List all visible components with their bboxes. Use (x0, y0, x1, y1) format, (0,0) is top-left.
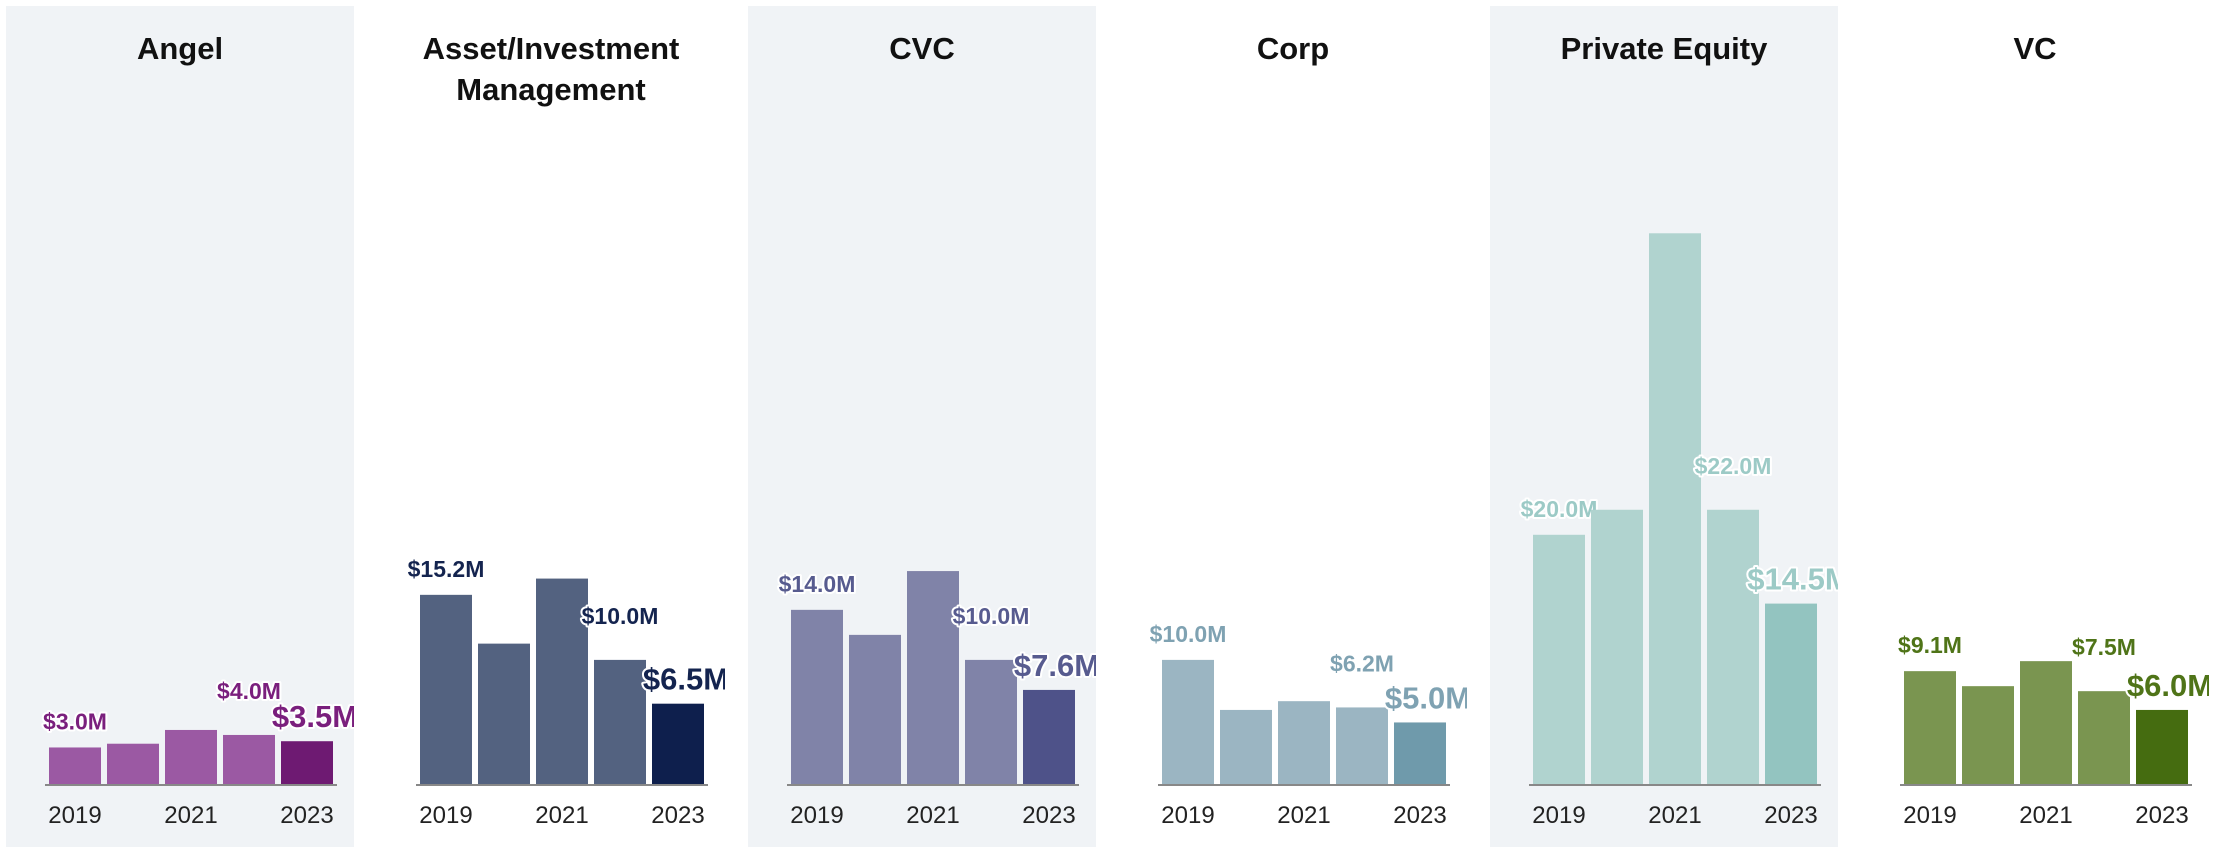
data-label: $20.0M (1521, 496, 1598, 522)
bar (965, 659, 1017, 785)
panel-title: Corp (1256, 31, 1330, 66)
bar (281, 741, 333, 785)
bar (536, 578, 588, 785)
bar (107, 743, 159, 785)
x-tick-label: 2023 (1022, 802, 1075, 829)
x-tick-label: 2019 (48, 802, 101, 829)
x-tick-label: 2019 (1161, 802, 1214, 829)
x-tick-label: 2021 (1648, 802, 1701, 829)
x-tick-label: 2019 (1903, 802, 1956, 829)
bar (791, 609, 843, 785)
data-label: $3.5M (272, 699, 354, 734)
panel: Corp 2019 $10.0M 2021 $6.2M 2023 $5.0M (1119, 6, 1467, 847)
panel-title: CVC (889, 31, 955, 66)
bar (1591, 509, 1643, 785)
data-label: $9.1M (1898, 632, 1962, 658)
x-tick-label: 2021 (535, 802, 588, 829)
bar (420, 594, 472, 785)
bar (2078, 691, 2130, 785)
bar (1162, 659, 1214, 785)
panel-title: Private Equity (1560, 31, 1768, 66)
bar (907, 571, 959, 785)
bar (1707, 509, 1759, 785)
x-tick-label: 2023 (2135, 802, 2188, 829)
data-label: $5.0M (1385, 680, 1467, 715)
x-tick-label: 2021 (1277, 802, 1330, 829)
bar (1278, 701, 1330, 785)
bar (1533, 534, 1585, 785)
bar (223, 734, 275, 785)
x-tick-label: 2021 (906, 802, 959, 829)
bar (165, 729, 217, 785)
bar (1023, 689, 1075, 785)
data-label: $7.6M (1014, 648, 1096, 683)
x-tick-label: 2019 (1532, 802, 1585, 829)
data-label: $6.2M (1330, 650, 1394, 676)
bar (1220, 709, 1272, 785)
panel: VC 2019 $9.1M 2021 $7.5M 2023 $6.0M (1861, 6, 2209, 847)
x-tick-label: 2023 (1764, 802, 1817, 829)
panel-title: Angel (136, 31, 224, 66)
chart: 2019 $9.1M 2021 $7.5M 2023 $6.0M (1896, 630, 2209, 829)
bar (1904, 671, 1956, 785)
data-label: $15.2M (408, 556, 485, 582)
x-tick-label: 2023 (280, 802, 333, 829)
chart: 2019 $14.0M 2021 $10.0M 2023 $7.6M (777, 569, 1096, 829)
chart: 2019 $3.0M 2021 $4.0M 2023 $3.5M (41, 676, 354, 829)
chart: 2019 $10.0M 2021 $6.2M 2023 $5.0M (1148, 619, 1467, 829)
panel: Asset/Investment Management 2019 $15.2M 202… (377, 6, 725, 847)
data-label: $10.0M (1150, 621, 1227, 647)
data-label: $7.5M (2072, 634, 2136, 660)
bar (594, 659, 646, 785)
data-label: $6.5M (643, 662, 725, 697)
bar (478, 643, 530, 785)
bar (2136, 709, 2188, 785)
bar (1765, 603, 1817, 785)
data-label: $10.0M (582, 603, 659, 629)
panel-title: VC (2013, 31, 2057, 66)
bar (1649, 233, 1701, 785)
bar (1394, 722, 1446, 785)
bar (1962, 686, 2014, 785)
data-label: $6.0M (2127, 668, 2209, 703)
chart: 2019 $20.0M 2021 $22.0M 2023 $14.5M (1519, 233, 1838, 829)
bar (2020, 661, 2072, 785)
data-label: $22.0M (1695, 453, 1772, 479)
bar (849, 634, 901, 785)
x-tick-label: 2023 (651, 802, 704, 829)
panel: CVC 2019 $14.0M 2021 $10.0M 2023 $7.6M (748, 6, 1096, 847)
chart: 2019 $15.2M 2021 $10.0M 2023 $6.5M (406, 554, 725, 829)
data-label: $4.0M (217, 678, 281, 704)
panel: Private Equity 2019 $20.0M 2021 $22.0M 2023 $1… (1490, 6, 1838, 847)
x-tick-label: 2019 (790, 802, 843, 829)
x-tick-label: 2021 (2019, 802, 2072, 829)
data-label: $10.0M (953, 603, 1030, 629)
data-label: $3.0M (43, 708, 107, 734)
data-label: $14.0M (779, 571, 856, 597)
x-tick-label: 2019 (419, 802, 472, 829)
panel: Angel 2019 $3.0M 2021 $4.0M 2023 $3.5M (6, 6, 354, 847)
bar (652, 703, 704, 785)
data-label: $14.5M (1747, 562, 1838, 597)
x-tick-label: 2021 (164, 802, 217, 829)
bar (49, 747, 101, 785)
panel-title: Asset/Investment Management (422, 31, 680, 107)
x-tick-label: 2023 (1393, 802, 1446, 829)
bar (1336, 707, 1388, 785)
